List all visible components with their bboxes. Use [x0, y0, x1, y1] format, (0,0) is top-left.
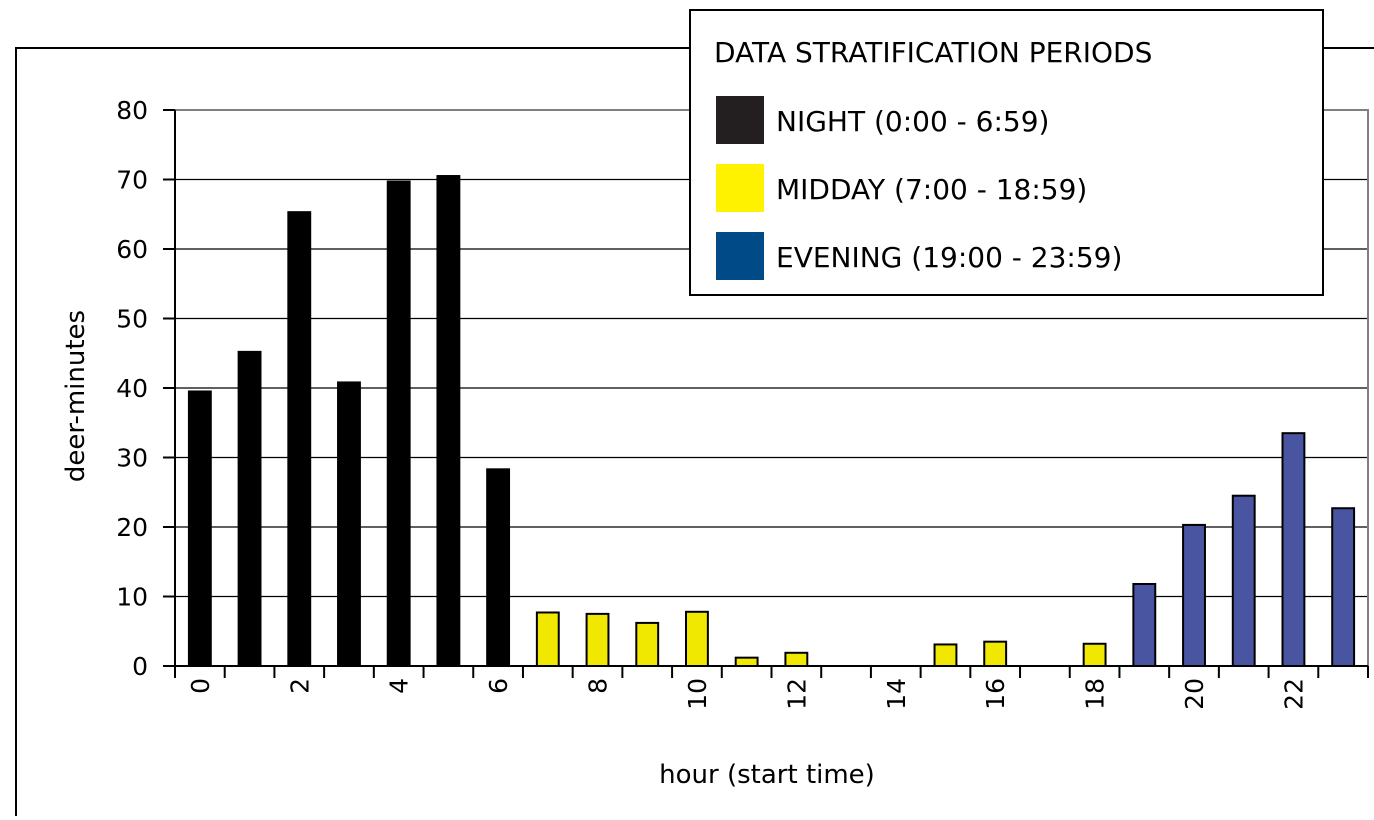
y-tick-label: 80: [116, 96, 148, 125]
legend-label: MIDDAY (7:00 - 18:59): [776, 173, 1087, 206]
legend-title: DATA STRATIFICATION PERIODS: [714, 36, 1152, 69]
bar: [1082, 642, 1107, 668]
bar: [386, 180, 411, 668]
x-tick-label: 14: [882, 678, 911, 710]
y-tick-label: 30: [116, 444, 148, 473]
bar: [486, 468, 511, 667]
x-tick-label: 2: [285, 678, 314, 694]
x-tick-label: 6: [484, 678, 513, 694]
x-axis-title: hour (start time): [659, 760, 875, 790]
y-tick-label: 50: [116, 305, 148, 334]
x-tick-label: 0: [186, 678, 215, 694]
legend-box: [689, 9, 1324, 296]
legend-items: NIGHT (0:00 - 6:59) MIDDAY (7:00 - 18:59)…: [716, 96, 1122, 280]
y-tick-label: 60: [116, 235, 148, 264]
bar: [585, 612, 610, 667]
legend-label: NIGHT (0:00 - 6:59): [776, 105, 1049, 138]
bar: [337, 381, 361, 667]
x-tick-label: 10: [683, 678, 712, 710]
y-axis-title: deer-minutes: [61, 310, 91, 482]
bar: [933, 643, 958, 668]
x-tick-label: 22: [1279, 678, 1308, 710]
bar: [1182, 523, 1206, 667]
bar: [287, 211, 312, 667]
bar: [1331, 507, 1356, 667]
x-tick-label: 12: [782, 678, 811, 710]
axes: [163, 109, 1369, 678]
bar: [187, 390, 212, 667]
legend-swatch: [716, 164, 764, 212]
bar: [237, 350, 262, 667]
y-tick-label: 10: [116, 583, 148, 612]
legend-swatch: [716, 96, 764, 144]
y-tick-labels: 0 10 20 30 40 50 60 70 80: [116, 96, 148, 681]
bar: [1132, 582, 1157, 667]
y-tick-label: 40: [116, 374, 148, 403]
bar: [685, 610, 709, 667]
x-tick-label: 4: [385, 678, 414, 694]
bars: [187, 175, 1356, 668]
x-tick-labels: 0 2 4 6 8 10 12 14 16 18 20 22: [186, 678, 1309, 710]
bar: [535, 611, 560, 667]
y-tick-label: 70: [116, 166, 148, 195]
x-tick-label: 18: [1081, 678, 1110, 710]
y-tick-label: 0: [132, 652, 148, 681]
legend: DATA STRATIFICATION PERIODS NIGHT (0:00 …: [689, 9, 1324, 296]
bar: [1231, 494, 1256, 667]
x-tick-label: 16: [981, 678, 1010, 710]
y-tick-label: 20: [116, 513, 148, 542]
bar: [784, 651, 809, 667]
bar: [983, 640, 1008, 667]
bar: [1281, 432, 1306, 667]
bar: [436, 175, 461, 667]
bar: [734, 656, 759, 667]
x-tick-label: 20: [1180, 678, 1209, 710]
legend-label: EVENING (19:00 - 23:59): [776, 241, 1122, 274]
x-tick-label: 8: [584, 678, 613, 694]
legend-swatch: [716, 232, 764, 280]
bar: [635, 621, 660, 667]
